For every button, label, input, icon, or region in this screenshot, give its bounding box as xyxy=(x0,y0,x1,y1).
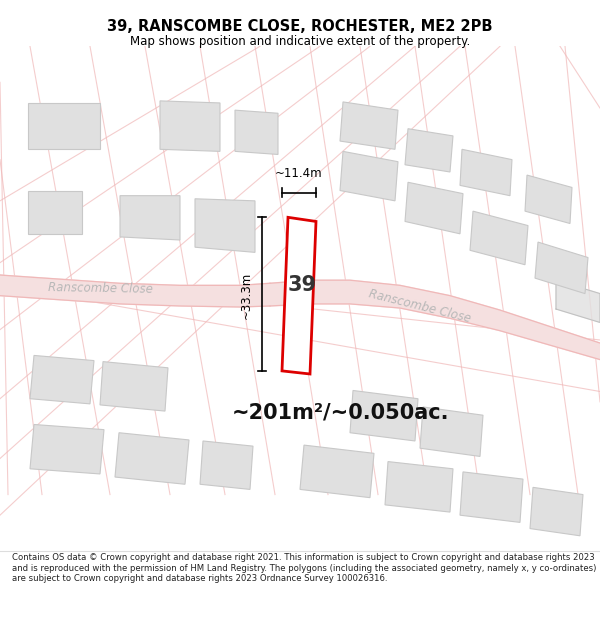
Polygon shape xyxy=(405,182,463,234)
Polygon shape xyxy=(195,199,255,252)
Polygon shape xyxy=(340,151,398,201)
Polygon shape xyxy=(0,275,270,307)
Text: 39: 39 xyxy=(287,276,317,296)
Polygon shape xyxy=(100,362,168,411)
Polygon shape xyxy=(420,407,483,456)
Polygon shape xyxy=(350,391,418,441)
Polygon shape xyxy=(405,129,453,172)
Polygon shape xyxy=(470,211,528,265)
Polygon shape xyxy=(525,175,572,224)
Text: Contains OS data © Crown copyright and database right 2021. This information is : Contains OS data © Crown copyright and d… xyxy=(12,553,596,583)
Polygon shape xyxy=(385,462,453,512)
Text: ~11.4m: ~11.4m xyxy=(275,168,323,180)
Text: 39, RANSCOMBE CLOSE, ROCHESTER, ME2 2PB: 39, RANSCOMBE CLOSE, ROCHESTER, ME2 2PB xyxy=(107,19,493,34)
Polygon shape xyxy=(460,472,523,522)
Polygon shape xyxy=(235,110,278,154)
Polygon shape xyxy=(120,196,180,240)
Text: ~201m²/~0.050ac.: ~201m²/~0.050ac. xyxy=(231,402,449,422)
Polygon shape xyxy=(28,103,100,149)
Polygon shape xyxy=(200,441,253,489)
Polygon shape xyxy=(115,432,189,484)
Polygon shape xyxy=(30,356,94,404)
Text: Ranscombe Close: Ranscombe Close xyxy=(368,287,472,325)
Polygon shape xyxy=(530,488,583,536)
Polygon shape xyxy=(556,280,600,322)
Polygon shape xyxy=(340,102,398,149)
Text: Ranscombe Close: Ranscombe Close xyxy=(47,281,152,296)
Polygon shape xyxy=(282,217,316,374)
Polygon shape xyxy=(160,101,220,151)
Polygon shape xyxy=(300,445,374,498)
Text: Map shows position and indicative extent of the property.: Map shows position and indicative extent… xyxy=(130,35,470,48)
Polygon shape xyxy=(460,149,512,196)
Text: ~33.3m: ~33.3m xyxy=(240,272,253,319)
Polygon shape xyxy=(30,424,104,474)
Polygon shape xyxy=(535,242,588,294)
Polygon shape xyxy=(270,280,600,359)
Polygon shape xyxy=(28,191,82,234)
